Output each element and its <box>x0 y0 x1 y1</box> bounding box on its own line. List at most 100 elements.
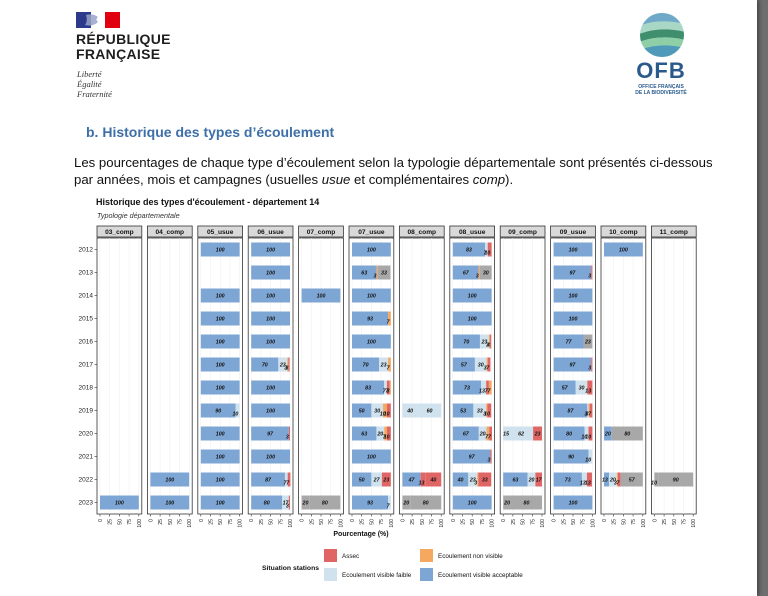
bar-segment <box>100 495 139 510</box>
data-label: 50 <box>359 409 365 415</box>
data-label: 77 <box>566 340 573 346</box>
bar-segment <box>486 403 488 418</box>
bar-segment <box>452 288 492 303</box>
bar-segment <box>486 357 488 372</box>
data-label: 3 <box>584 412 587 418</box>
x-tick-label: 75 <box>329 519 335 525</box>
data-label: 97 <box>267 432 274 438</box>
data-label: 73 <box>464 386 470 392</box>
bar-segment <box>251 311 290 326</box>
bar-segment <box>301 288 341 303</box>
x-tick-label: 0 <box>652 519 658 522</box>
bar-segment <box>468 472 478 487</box>
bar-segment <box>352 403 372 418</box>
x-tick-label: 100 <box>439 519 445 528</box>
bar-segment <box>379 357 389 372</box>
bar-segment <box>288 495 290 510</box>
bar-segment <box>251 334 290 349</box>
data-label: 17 <box>283 501 290 507</box>
data-label: 3 <box>486 343 489 349</box>
data-label: 100 <box>266 271 275 277</box>
data-label: 3 <box>285 366 288 372</box>
x-tick-label: 25 <box>511 519 517 525</box>
bar-segment <box>604 242 643 257</box>
x-tick-label: 100 <box>288 519 294 528</box>
x-tick-label: 50 <box>218 519 224 525</box>
bar-segment <box>527 472 536 487</box>
bar-segment <box>288 426 290 441</box>
data-label: 7 <box>383 435 387 441</box>
data-label: 100 <box>216 317 225 323</box>
x-tick-label: 50 <box>571 519 577 525</box>
x-tick-label: 100 <box>641 519 647 528</box>
data-label: 3 <box>487 458 490 464</box>
bar-segment <box>611 426 643 441</box>
y-tick-label: 2022 <box>79 477 94 484</box>
bar-segment <box>352 334 391 349</box>
x-tick-label: 25 <box>108 519 114 525</box>
x-tick-label: 0 <box>552 519 558 522</box>
data-label: 3 <box>484 366 487 372</box>
data-label: 3 <box>614 481 617 487</box>
y-tick-label: 2018 <box>79 385 94 392</box>
bar-segment <box>587 403 589 418</box>
bar-segment <box>589 403 593 418</box>
facet-strip-label: 04_comp <box>156 229 185 236</box>
x-tick-label: 25 <box>662 519 668 525</box>
intro-text-2: et complémentaires <box>350 172 473 187</box>
data-label: 33 <box>482 478 488 484</box>
intro-text-3: ). <box>505 172 514 187</box>
facet-strip-label: 09_comp <box>508 229 537 236</box>
bar-segment <box>575 380 588 395</box>
data-label: 97 <box>569 271 576 277</box>
data-label: 100 <box>216 455 225 461</box>
x-tick-label: 25 <box>360 519 366 525</box>
bar-segment <box>389 380 391 395</box>
section-title: b. Historique des types d’écoulement <box>86 124 335 140</box>
y-tick-label: 2021 <box>79 454 94 461</box>
x-tick-label: 50 <box>168 519 174 525</box>
bar-segment <box>553 449 589 464</box>
data-label: 100 <box>216 248 225 254</box>
data-label: 23 <box>382 478 389 484</box>
data-label: 57 <box>461 363 468 369</box>
bar-segment <box>251 242 290 257</box>
data-label: 63 <box>512 478 518 484</box>
x-axis-label: Pourcentage (%) <box>333 531 389 538</box>
data-label: 80 <box>264 501 270 507</box>
bar-segment <box>553 495 593 510</box>
bar-segment <box>386 426 391 441</box>
bar-segment <box>584 426 589 441</box>
bar-segment <box>200 403 236 418</box>
facet-strip-label: 03_comp <box>105 229 134 236</box>
data-label: 20 <box>503 501 510 507</box>
bar-segment <box>616 472 618 487</box>
bar-segment <box>352 472 372 487</box>
data-label: 3 <box>586 412 589 418</box>
x-tick-label: 100 <box>238 519 244 528</box>
bar-segment <box>410 495 442 510</box>
bar-segment <box>200 288 240 303</box>
data-label: 10 <box>232 412 238 418</box>
y-tick-label: 2012 <box>79 247 94 254</box>
bar-segment <box>381 472 391 487</box>
bar-segment <box>452 380 482 395</box>
bar-segment <box>478 426 487 441</box>
x-tick-label: 75 <box>278 519 284 525</box>
legend-label-non-visible: Ecoulement non visible <box>438 553 503 560</box>
data-label: 100 <box>216 386 225 392</box>
data-label: 100 <box>367 294 376 300</box>
data-label: 30 <box>374 409 380 415</box>
bar-segment <box>588 449 593 464</box>
data-label: 13 <box>419 481 425 487</box>
data-label: 7 <box>485 389 489 395</box>
chart-subtitle: Typologie départementale <box>97 211 180 220</box>
bar-segment <box>288 357 290 372</box>
facet-strip-label: 11_comp <box>660 229 688 236</box>
bar-segment <box>352 311 389 326</box>
bar-segment <box>352 426 377 441</box>
bar-segment <box>452 311 492 326</box>
data-label: 63 <box>361 432 367 438</box>
data-label: 20 <box>402 501 409 507</box>
